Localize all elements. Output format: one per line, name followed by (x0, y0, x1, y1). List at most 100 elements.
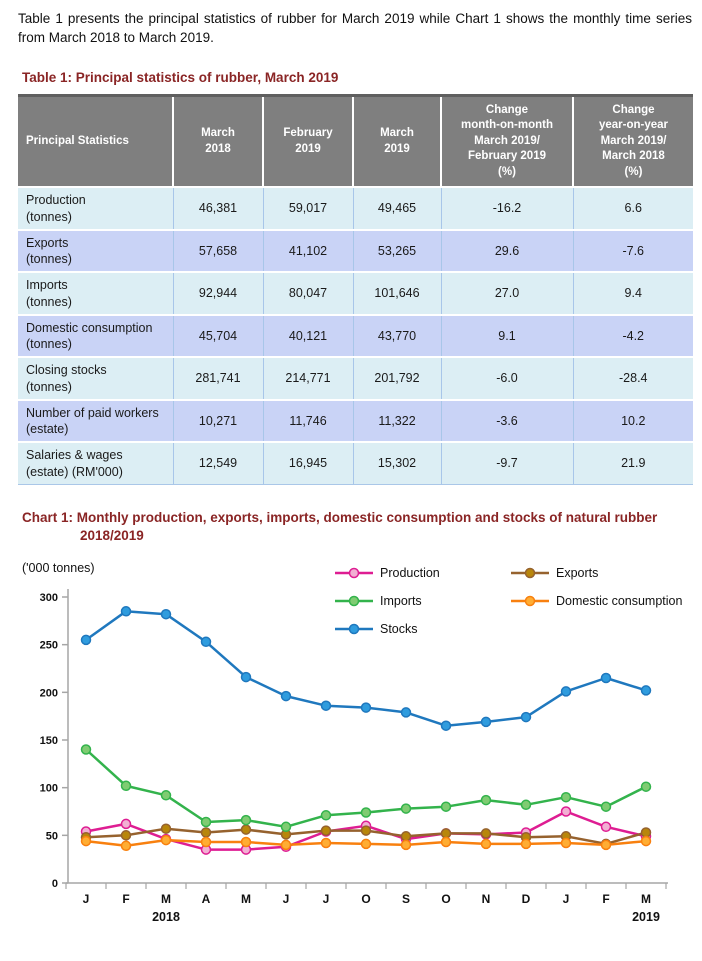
row-label: Closing stocks (tonnes) (18, 356, 173, 400)
production-marker (120, 818, 132, 830)
legend-item-exports: Exports (510, 566, 682, 580)
cell-value: 11,322 (352, 398, 441, 443)
exports-legend-swatch (511, 568, 549, 579)
cell-value: 15,302 (352, 441, 441, 485)
header-cell-0: Principal Statistics (18, 93, 173, 188)
cell-value: 11,746 (262, 398, 353, 443)
cell-value: 16,945 (262, 441, 353, 485)
cell-value: 27.0 (440, 271, 573, 315)
exports-marker (200, 827, 212, 839)
y-axis-label: 250 (40, 640, 58, 652)
table-body: Production (tonnes) 46,381 59,017 49,465 -16… (18, 186, 693, 485)
imports-marker (480, 795, 492, 806)
header-cell-2: February 2019 (262, 93, 353, 188)
cell-value: 49,465 (352, 186, 441, 230)
stocks-legend-swatch (335, 624, 373, 635)
stocks-marker (200, 636, 212, 648)
table-header-row: Principal Statistics March 2018 February 2… (18, 93, 693, 188)
cell-value: 10.2 (572, 398, 693, 443)
stocks-marker (480, 716, 492, 728)
imports-marker (520, 799, 532, 811)
cell-value: 214,771 (262, 356, 353, 400)
header-cell-5: Change year-on-year March 2019/ March 20… (572, 93, 693, 188)
chart-legend: Production Imports Stocks Exports Domestic c… (334, 559, 682, 643)
domestic-consumption-marker (560, 838, 572, 849)
chart-title: Chart 1: Monthly production, exports, im… (22, 509, 694, 545)
domestic-consumption-marker (400, 839, 412, 851)
cell-value: -9.7 (440, 441, 573, 485)
legend-item-stocks: Stocks (334, 622, 510, 636)
table-title: Table 1: Principal statistics of rubber,… (22, 69, 339, 85)
domestic-consumption-marker (240, 837, 252, 848)
cell-value: -7.6 (572, 228, 693, 273)
exports-marker (320, 825, 332, 837)
imports-marker (240, 815, 252, 826)
row-label: Salaries & wages (estate) (RM'000) (18, 441, 173, 485)
month-label: D (522, 892, 531, 906)
chart-title-line1: Chart 1: Monthly production, exports, im… (22, 509, 658, 525)
chart-area: ('000 tonnes) Production Imports Stocks Exp… (18, 561, 694, 961)
domestic-consumption-marker (520, 838, 532, 850)
domestic-consumption-marker (280, 839, 292, 851)
production-legend-swatch (335, 568, 373, 579)
cell-value: 10,271 (172, 398, 263, 443)
cell-value: -16.2 (440, 186, 573, 230)
legend-label: Production (380, 566, 440, 581)
y-axis-label: 0 (52, 878, 58, 890)
stocks-marker (640, 685, 652, 696)
y-axis-label: 300 (40, 592, 58, 604)
exports-marker (440, 828, 452, 839)
cell-value: 9.1 (440, 313, 573, 358)
cell-value: -4.2 (572, 313, 693, 358)
stocks-marker (280, 691, 292, 702)
table-row: Salaries & wages (estate) (RM'000) 12,549… (18, 441, 693, 485)
cell-value: 46,381 (172, 186, 263, 230)
cell-value: 12,549 (172, 441, 263, 485)
month-label: N (482, 892, 491, 906)
row-label: Production (tonnes) (18, 186, 173, 230)
header-cell-3: March 2019 (352, 93, 441, 188)
domestic-consumption-marker (160, 835, 172, 846)
year-label: 2019 (632, 910, 660, 924)
cell-value: 29.6 (440, 228, 573, 273)
month-label: J (283, 892, 290, 906)
legend-label: Stocks (380, 622, 418, 637)
exports-marker (640, 827, 652, 839)
month-label: J (563, 892, 570, 906)
stocks-marker (400, 707, 412, 718)
imports-marker (360, 807, 372, 819)
exports-marker (120, 830, 132, 841)
intro-paragraph: Table 1 presents the principal statistic… (18, 11, 692, 45)
cell-value: 101,646 (352, 271, 441, 315)
imports-marker (280, 821, 292, 833)
exports-marker (400, 831, 412, 842)
stocks-marker (520, 712, 532, 723)
stocks-marker (440, 720, 452, 732)
y-axis-label: 50 (46, 831, 58, 843)
table-row: Production (tonnes) 46,381 59,017 49,465 -16… (18, 186, 693, 230)
stocks-marker (560, 686, 572, 697)
domestic-consumption-marker (320, 838, 332, 849)
month-label: A (202, 892, 211, 906)
legend-item-imports: Imports (334, 594, 510, 608)
cell-value: 45,704 (172, 313, 263, 358)
month-label: F (122, 892, 129, 906)
table-header: Principal Statistics March 2018 February 2… (18, 93, 693, 188)
stocks-marker (600, 673, 612, 684)
y-axis-label: 150 (40, 735, 58, 747)
imports-marker (600, 801, 612, 813)
production-marker (600, 821, 612, 833)
month-label: M (241, 892, 251, 906)
header-cell-4: Change month-on-month March 2019/ Februa… (440, 93, 573, 188)
legend-label: Domestic consumption (556, 594, 683, 609)
imports-marker (560, 792, 572, 803)
stocks-marker (240, 672, 252, 683)
domestic-consumption-marker (360, 838, 372, 850)
year-label: 2018 (152, 910, 180, 924)
row-label: Exports (tonnes) (18, 228, 173, 273)
month-label: O (441, 892, 450, 906)
stocks-marker (160, 609, 172, 620)
chart-canvas: 0 50 100 150 200 250 300 J F M A M J J O S O N D J F M 2018 201… (40, 589, 668, 924)
table-row: Number of paid workers (estate) 10,271 11,… (18, 398, 693, 443)
table-row: Domestic consumption (tonnes) 45,704 40,12… (18, 313, 693, 358)
